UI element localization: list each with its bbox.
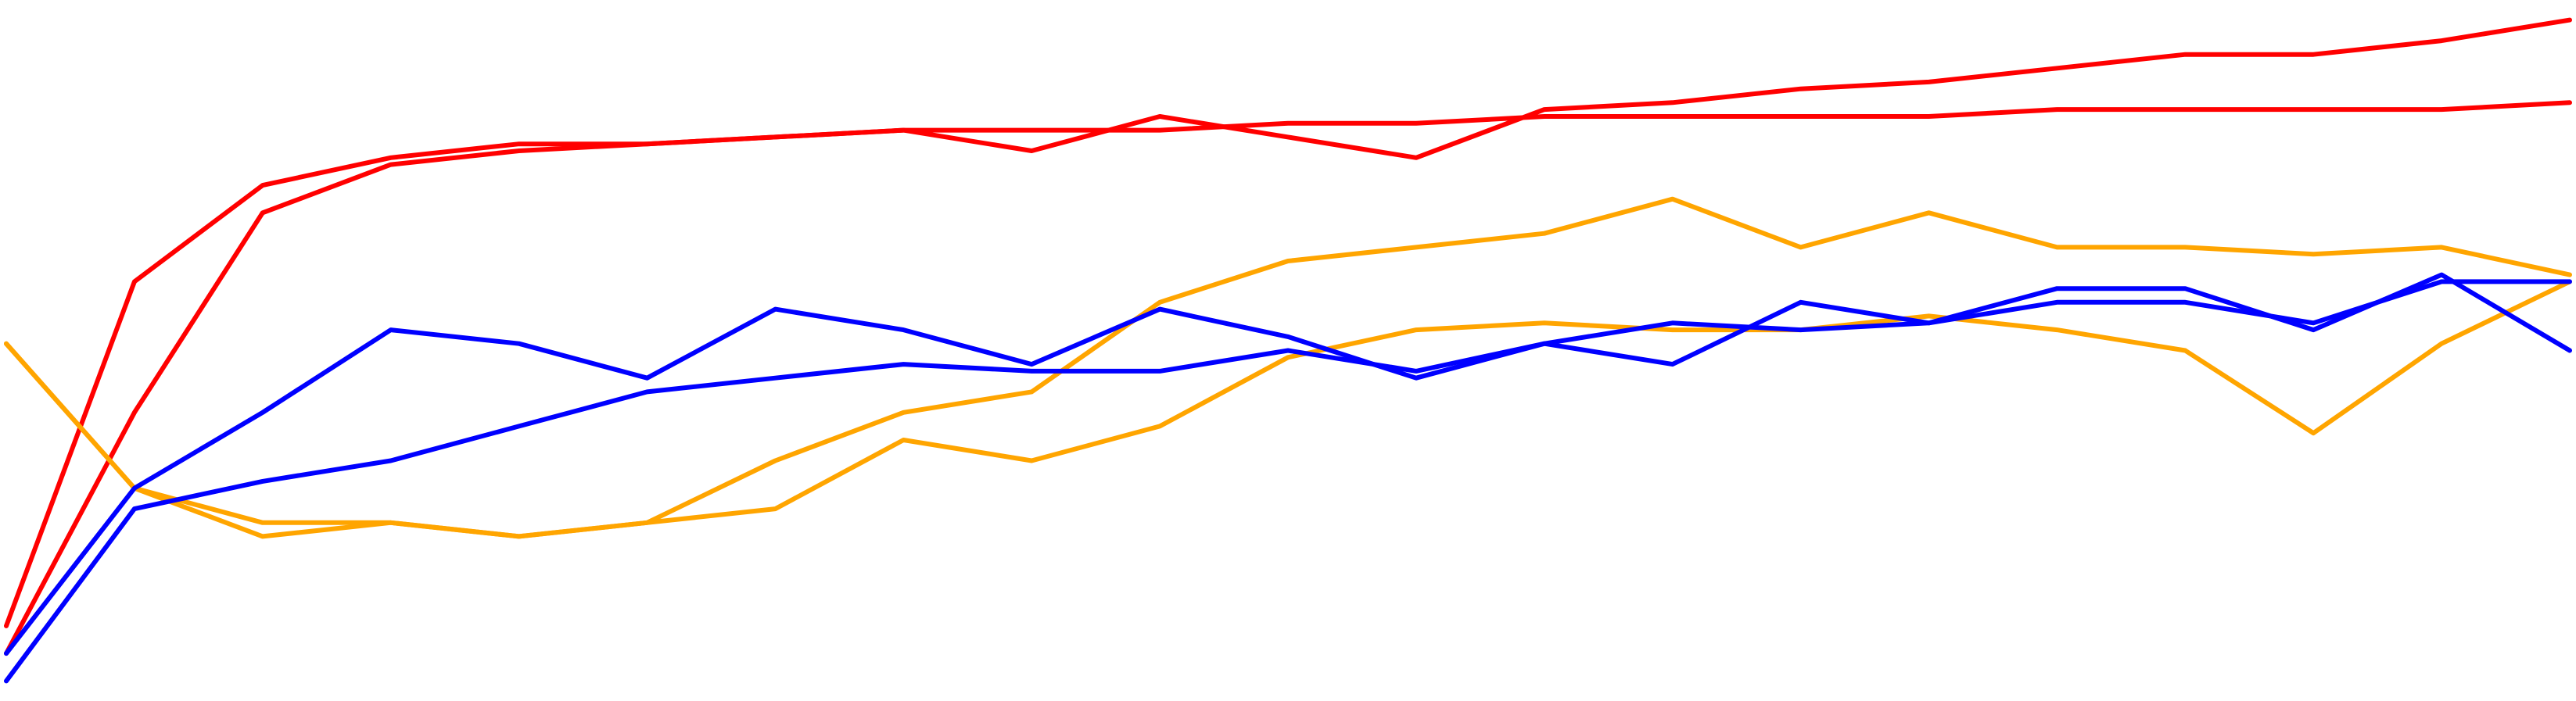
data-line xyxy=(4,196,2572,539)
data-line xyxy=(4,279,2572,684)
data-line xyxy=(4,279,2572,539)
data-line xyxy=(4,272,2572,656)
data-line xyxy=(4,100,2572,656)
data-line xyxy=(4,17,2572,628)
